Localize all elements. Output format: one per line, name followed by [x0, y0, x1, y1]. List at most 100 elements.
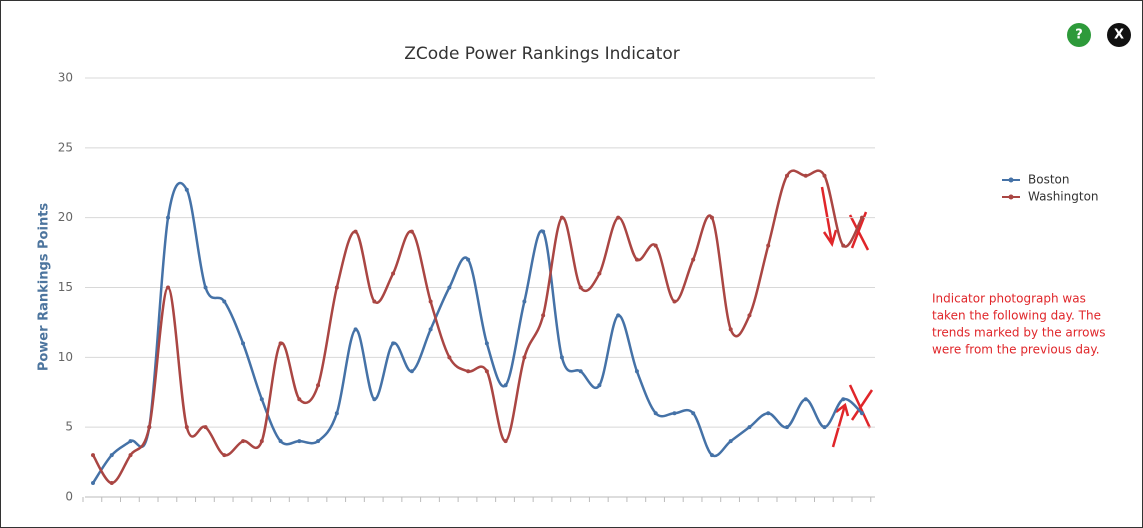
- point: [447, 285, 452, 290]
- point: [822, 425, 827, 430]
- point: [447, 355, 452, 360]
- point: [672, 299, 677, 304]
- point: [316, 439, 321, 444]
- point: [860, 215, 864, 220]
- point: [784, 425, 789, 430]
- y-axis-label: Power Rankings Points: [37, 203, 52, 372]
- point: [428, 327, 433, 332]
- point: [184, 425, 189, 430]
- point: [597, 383, 602, 388]
- point: [334, 285, 339, 290]
- point: [241, 439, 246, 444]
- arrow-down: [820, 186, 838, 247]
- point: [128, 453, 133, 458]
- point: [91, 453, 95, 458]
- point: [428, 299, 433, 304]
- point: [559, 355, 564, 360]
- legend-label: Boston: [1028, 173, 1069, 187]
- point: [503, 439, 508, 444]
- point: [522, 299, 527, 304]
- point: [297, 397, 302, 402]
- point: [728, 439, 733, 444]
- point: [91, 481, 95, 486]
- help-button-label[interactable]: ?: [1075, 28, 1083, 43]
- legend-dot: [1008, 177, 1014, 183]
- point: [353, 229, 358, 234]
- annotation: trends marked by the arrows: [932, 326, 1106, 340]
- point: [803, 173, 808, 178]
- point: [634, 369, 639, 374]
- point: [128, 439, 133, 444]
- point: [391, 271, 396, 276]
- point: [709, 453, 714, 458]
- point: [784, 173, 789, 178]
- legend-dot: [1008, 194, 1014, 200]
- point: [616, 313, 621, 318]
- point: [803, 397, 808, 402]
- point: [372, 397, 377, 402]
- point: [634, 257, 639, 262]
- close-button[interactable]: [1107, 23, 1131, 47]
- point: [466, 257, 471, 262]
- point: [409, 369, 414, 374]
- point: [766, 243, 771, 248]
- point: [484, 369, 489, 374]
- point: [147, 425, 152, 430]
- close-button-label[interactable]: X: [1114, 28, 1124, 43]
- point: [691, 257, 696, 262]
- point: [597, 271, 602, 276]
- point: [241, 341, 246, 346]
- point: [184, 187, 189, 192]
- y-tick-label: 25: [58, 140, 73, 154]
- point: [391, 341, 396, 346]
- point: [259, 439, 264, 444]
- point: [166, 215, 171, 220]
- annotation: Indicator photograph was: [932, 292, 1086, 306]
- point: [691, 411, 696, 416]
- point: [278, 439, 283, 444]
- y-tick-label: 0: [65, 490, 73, 504]
- point: [109, 481, 114, 486]
- annotation: taken the following day. The: [932, 309, 1101, 323]
- y-tick-label: 20: [58, 210, 73, 224]
- point: [222, 453, 227, 458]
- point: [541, 229, 546, 234]
- point: [334, 411, 339, 416]
- point: [203, 285, 208, 290]
- point: [578, 285, 583, 290]
- y-tick-label: 5: [65, 420, 73, 434]
- y-tick-label: 15: [58, 280, 73, 294]
- point: [109, 453, 114, 458]
- point: [709, 215, 714, 220]
- annotation: were from the previous day.: [932, 343, 1100, 357]
- cross-lower: [848, 384, 874, 429]
- series-line: [91, 181, 863, 484]
- point: [616, 215, 621, 220]
- point: [672, 411, 677, 416]
- point: [766, 411, 771, 416]
- point: [166, 285, 171, 290]
- legend-label: Washington: [1028, 190, 1099, 204]
- point: [522, 355, 527, 360]
- point: [653, 243, 658, 248]
- point: [203, 425, 208, 430]
- point: [559, 215, 564, 220]
- chart-title: ZCode Power Rankings Indicator: [404, 44, 680, 64]
- point: [484, 341, 489, 346]
- point: [409, 229, 414, 234]
- point: [372, 299, 377, 304]
- point: [297, 439, 302, 444]
- point: [541, 313, 546, 318]
- arrow-up: [831, 402, 850, 448]
- point: [747, 425, 752, 430]
- y-tick-label: 10: [58, 350, 73, 364]
- hand-marks: [820, 186, 874, 448]
- point: [259, 397, 264, 402]
- y-tick-label: 30: [58, 71, 73, 85]
- point: [822, 173, 827, 178]
- point: [841, 243, 846, 248]
- help-button[interactable]: [1067, 23, 1091, 47]
